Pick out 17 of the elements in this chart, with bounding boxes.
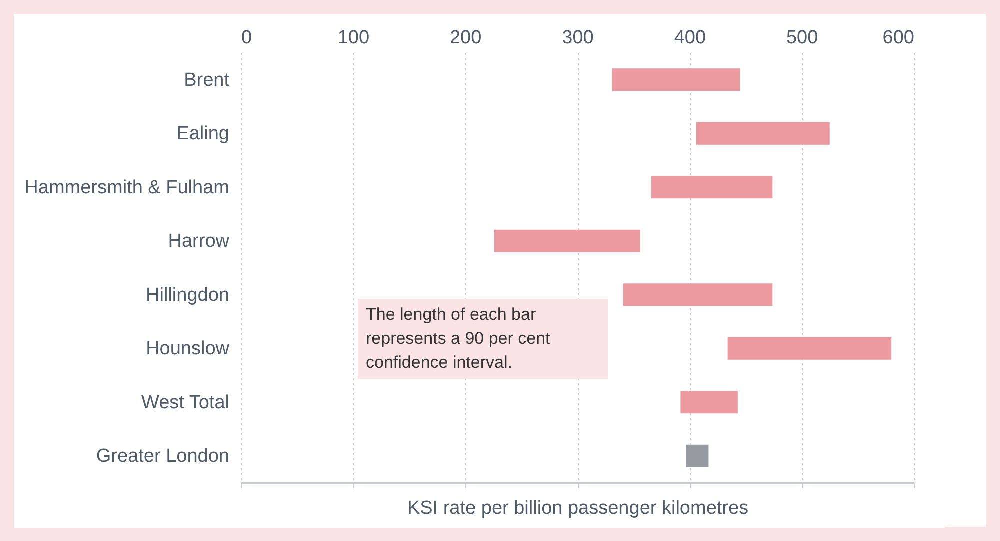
y-tick-label: Harrow xyxy=(168,231,230,252)
y-tick-label: Hillingdon xyxy=(146,284,230,306)
x-tick-label: 600 xyxy=(882,28,914,48)
y-tick-label: Hammersmith & Fulham xyxy=(24,177,230,198)
y-tick-label: West Total xyxy=(141,392,230,414)
y-tick-label: Ealing xyxy=(176,124,230,145)
x-tick-label: 200 xyxy=(450,28,482,48)
callout-box: The length of each bar represents a 90 per cent confidence interval. xyxy=(358,299,608,379)
x-tick-label: 500 xyxy=(786,28,818,48)
x-tick-label: 300 xyxy=(562,28,594,48)
y-tick-label: Brent xyxy=(184,70,230,91)
x-tick-label: 100 xyxy=(338,28,370,48)
y-tick-label: Hounslow xyxy=(146,338,230,360)
y-tick-label: Greater London xyxy=(96,446,230,468)
x-tick-label: 400 xyxy=(674,28,706,48)
x-tick-label: 0 xyxy=(242,28,252,48)
x-axis-title: KSI rate per billion passenger kilometres xyxy=(407,498,749,519)
